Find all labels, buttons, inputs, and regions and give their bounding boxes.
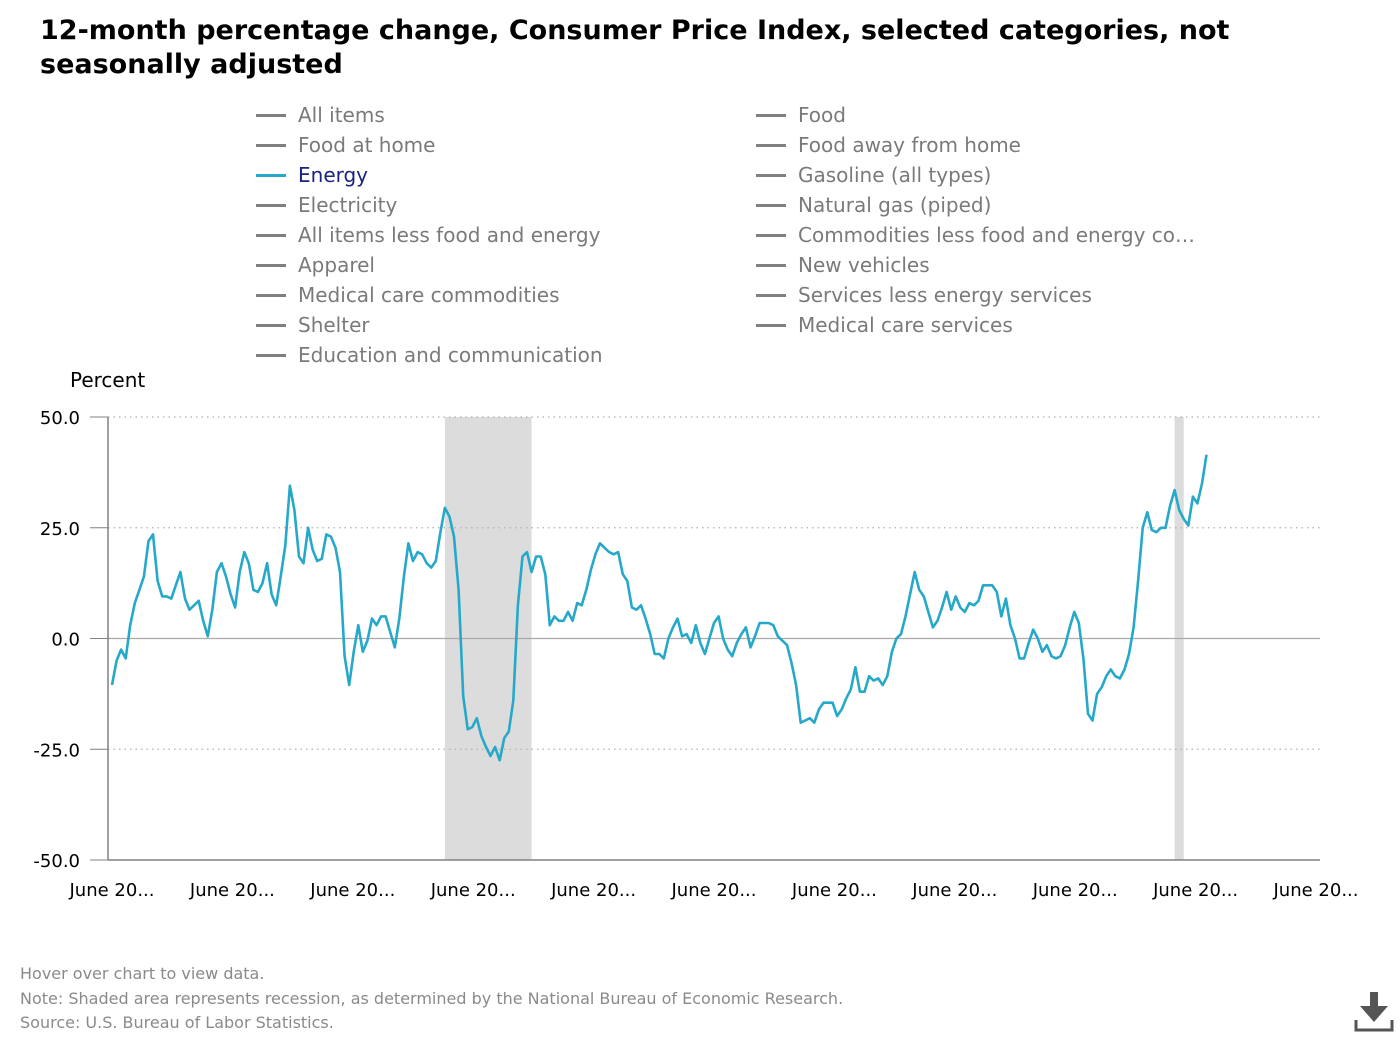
- legend-label: Medical care services: [798, 313, 1013, 337]
- legend: All items Food at home Energy Electricity Al…: [0, 100, 1400, 370]
- legend-label: New vehicles: [798, 253, 930, 277]
- download-icon: [1354, 992, 1394, 1032]
- legend-swatch: [256, 353, 286, 357]
- legend-swatch: [256, 203, 286, 207]
- legend-item[interactable]: Energy: [256, 160, 368, 190]
- legend-swatch: [256, 323, 286, 327]
- x-tick-label: June 20...: [69, 880, 155, 901]
- legend-label: Food: [798, 103, 846, 127]
- y-tick-label: 0.0: [51, 630, 80, 651]
- legend-label: Medical care commodities: [298, 283, 560, 307]
- legend-swatch: [256, 293, 286, 297]
- legend-label: Natural gas (piped): [798, 193, 992, 217]
- x-tick-label: June 20...: [189, 880, 275, 901]
- hover-hint: Hover over chart to view data.: [20, 964, 265, 983]
- legend-swatch: [756, 113, 786, 117]
- legend-label: All items: [298, 103, 385, 127]
- y-tick-label: -50.0: [33, 851, 80, 872]
- legend-item[interactable]: Medical care services: [756, 310, 1013, 340]
- y-tick-label: 50.0: [40, 408, 80, 429]
- legend-label: All items less food and energy: [298, 223, 601, 247]
- legend-item[interactable]: Services less energy services: [756, 280, 1092, 310]
- legend-label: Food at home: [298, 133, 436, 157]
- x-tick-label: June 20...: [550, 880, 636, 901]
- legend-item[interactable]: New vehicles: [756, 250, 930, 280]
- legend-swatch: [256, 263, 286, 267]
- legend-item[interactable]: Food at home: [256, 130, 435, 160]
- legend-label: Food away from home: [798, 133, 1021, 157]
- y-tick-label: -25.0: [33, 740, 80, 761]
- x-tick-label: June 20...: [1273, 880, 1359, 901]
- recession-note: Note: Shaded area represents recession, …: [20, 988, 844, 1008]
- legend-swatch: [756, 233, 786, 237]
- legend-swatch: [756, 263, 786, 267]
- legend-item[interactable]: Electricity: [256, 190, 397, 220]
- source-note: Source: U.S. Bureau of Labor Statistics.: [20, 1013, 334, 1032]
- legend-swatch: [256, 113, 286, 117]
- legend-item[interactable]: Apparel: [256, 250, 375, 280]
- legend-label: Apparel: [298, 253, 375, 277]
- x-tick-label: June 20...: [1032, 880, 1118, 901]
- series-line-energy[interactable]: [110, 454, 1208, 762]
- legend-item[interactable]: Food away from home: [756, 130, 1021, 160]
- legend-swatch: [756, 203, 786, 207]
- legend-swatch: [756, 173, 786, 177]
- x-tick-label: June 20...: [309, 880, 395, 901]
- legend-item[interactable]: Medical care commodities: [256, 280, 559, 310]
- legend-swatch: [256, 233, 286, 237]
- legend-item[interactable]: Commodities less food and energy com...: [756, 220, 1198, 250]
- x-tick-label: June 20...: [791, 880, 877, 901]
- legend-item[interactable]: Shelter: [256, 310, 370, 340]
- y-tick-label: 25.0: [40, 519, 80, 540]
- legend-label: Gasoline (all types): [798, 163, 992, 187]
- legend-item[interactable]: Food: [756, 100, 846, 130]
- x-tick-label: June 20...: [1152, 880, 1238, 901]
- y-axis-label: Percent: [70, 368, 145, 392]
- x-tick-label: June 20...: [430, 880, 516, 901]
- download-button[interactable]: [1352, 990, 1396, 1034]
- legend-swatch: [756, 143, 786, 147]
- legend-swatch: [256, 143, 286, 147]
- legend-label: Services less energy services: [798, 283, 1092, 307]
- legend-swatch: [256, 173, 286, 177]
- chart-title: 12-month percentage change, Consumer Pri…: [40, 15, 1230, 80]
- legend-label: Energy: [298, 163, 369, 187]
- legend-label: Commodities less food and energy com...: [798, 223, 1198, 247]
- legend-swatch: [756, 293, 786, 297]
- legend-item[interactable]: All items: [256, 100, 385, 130]
- legend-item[interactable]: All items less food and energy: [256, 220, 600, 250]
- legend-item[interactable]: Natural gas (piped): [756, 190, 991, 220]
- legend-item[interactable]: Education and communication: [256, 340, 603, 370]
- legend-label: Shelter: [298, 313, 370, 337]
- legend-swatch: [756, 323, 786, 327]
- chart-area[interactable]: 50.0 25.0 0.0 -25.0 -50.0 Percent June 20... Ju…: [0, 360, 1400, 920]
- x-tick-label: June 20...: [911, 880, 997, 901]
- legend-label: Electricity: [298, 193, 398, 217]
- footer: Hover over chart to view data. Note: Sha…: [20, 962, 843, 1036]
- legend-item[interactable]: Gasoline (all types): [756, 160, 991, 190]
- x-tick-label: June 20...: [671, 880, 757, 901]
